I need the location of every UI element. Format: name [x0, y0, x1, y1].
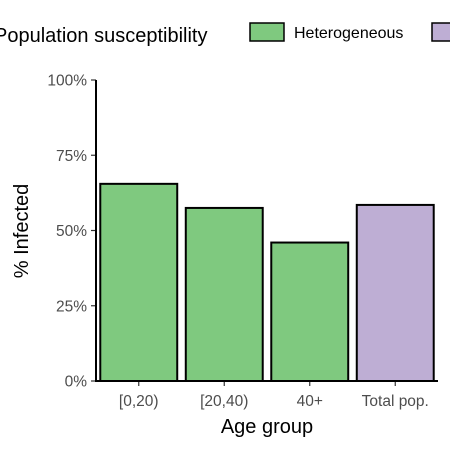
y-axis-title: % Infected [11, 184, 33, 279]
x-tick-label-3: 40+ [297, 393, 323, 410]
bar-1 [99, 182, 179, 382]
legend-swatch-homogeneous [431, 22, 450, 42]
legend-title: Population susceptibility [0, 25, 207, 47]
x-tick-label-2: [20,40) [200, 393, 248, 410]
x-tick-label-4: Total pop. [362, 393, 429, 410]
y-tick-label-75: 75% [56, 148, 87, 165]
bar-3 [270, 241, 350, 382]
legend-label-heterogeneous: Heterogeneous [294, 25, 403, 42]
y-tick-label-50: 50% [56, 223, 87, 240]
bar-2 [184, 206, 264, 382]
x-axis-title: Age group [221, 416, 313, 438]
bar-4 [355, 203, 435, 382]
legend-swatch-heterogeneous [249, 22, 285, 42]
legend: Population susceptibility Heterogeneous [0, 22, 450, 47]
y-tick-label-0: 0% [65, 374, 88, 391]
y-tick-label-100: 100% [47, 73, 87, 90]
plot-area: [0,20) [20,40) 40+ Total pop. 0% 25% 50% 75% 100… [47, 73, 438, 410]
x-tick-label-1: [0,20) [119, 393, 159, 410]
y-tick-label-25: 25% [56, 298, 87, 315]
